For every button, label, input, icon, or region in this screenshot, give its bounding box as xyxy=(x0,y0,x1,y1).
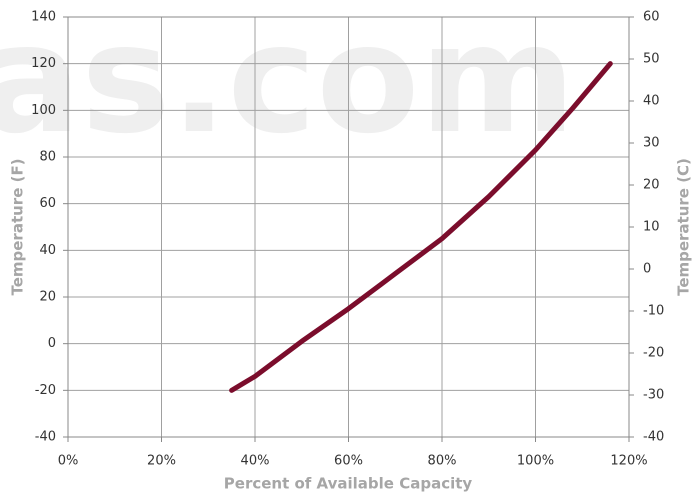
y2-tick-label: 50 xyxy=(643,52,660,67)
y-tick-label: 0 xyxy=(48,336,56,351)
y-tick-label: 60 xyxy=(39,196,56,211)
y-tick-label: 120 xyxy=(31,56,56,71)
y-tick-label: 80 xyxy=(39,150,56,165)
x-tick-label: 120% xyxy=(610,454,647,469)
y2-tick-label: -40 xyxy=(643,430,664,445)
x-tick-label: 60% xyxy=(334,454,363,469)
y-tick-label: -20 xyxy=(35,383,56,398)
y2-tick-label: 20 xyxy=(643,178,660,193)
y2-tick-label: -10 xyxy=(643,304,664,319)
y2-tick-label: 10 xyxy=(643,220,660,235)
y-tick-label: -40 xyxy=(35,430,56,445)
y2-tick-label: 30 xyxy=(643,136,660,151)
y-tick-label: 20 xyxy=(39,290,56,305)
data-line xyxy=(229,61,613,393)
plot-frame xyxy=(67,16,630,438)
y-axis-title: Temperature (F) xyxy=(9,158,27,295)
watermark: as.com xyxy=(0,0,576,167)
y-tick-label: 140 xyxy=(31,10,56,25)
x-tick-label: 100% xyxy=(517,454,554,469)
y-tick-label: 100 xyxy=(31,103,56,118)
y2-tick-label: -20 xyxy=(643,346,664,361)
y2-tick-label: 40 xyxy=(643,94,660,109)
y2-tick-label: 0 xyxy=(643,262,651,277)
y2-axis-title: Temperature (C) xyxy=(675,158,693,296)
x-tick-label: 40% xyxy=(241,454,270,469)
x-tick-label: 0% xyxy=(58,454,79,469)
y2-tick-label: 60 xyxy=(643,10,660,25)
x-tick-label: 80% xyxy=(428,454,457,469)
x-axis-title: Percent of Available Capacity xyxy=(224,475,473,493)
y2-tick-label: -30 xyxy=(643,388,664,403)
y-tick-label: 40 xyxy=(39,243,56,258)
x-tick-label: 20% xyxy=(147,454,176,469)
